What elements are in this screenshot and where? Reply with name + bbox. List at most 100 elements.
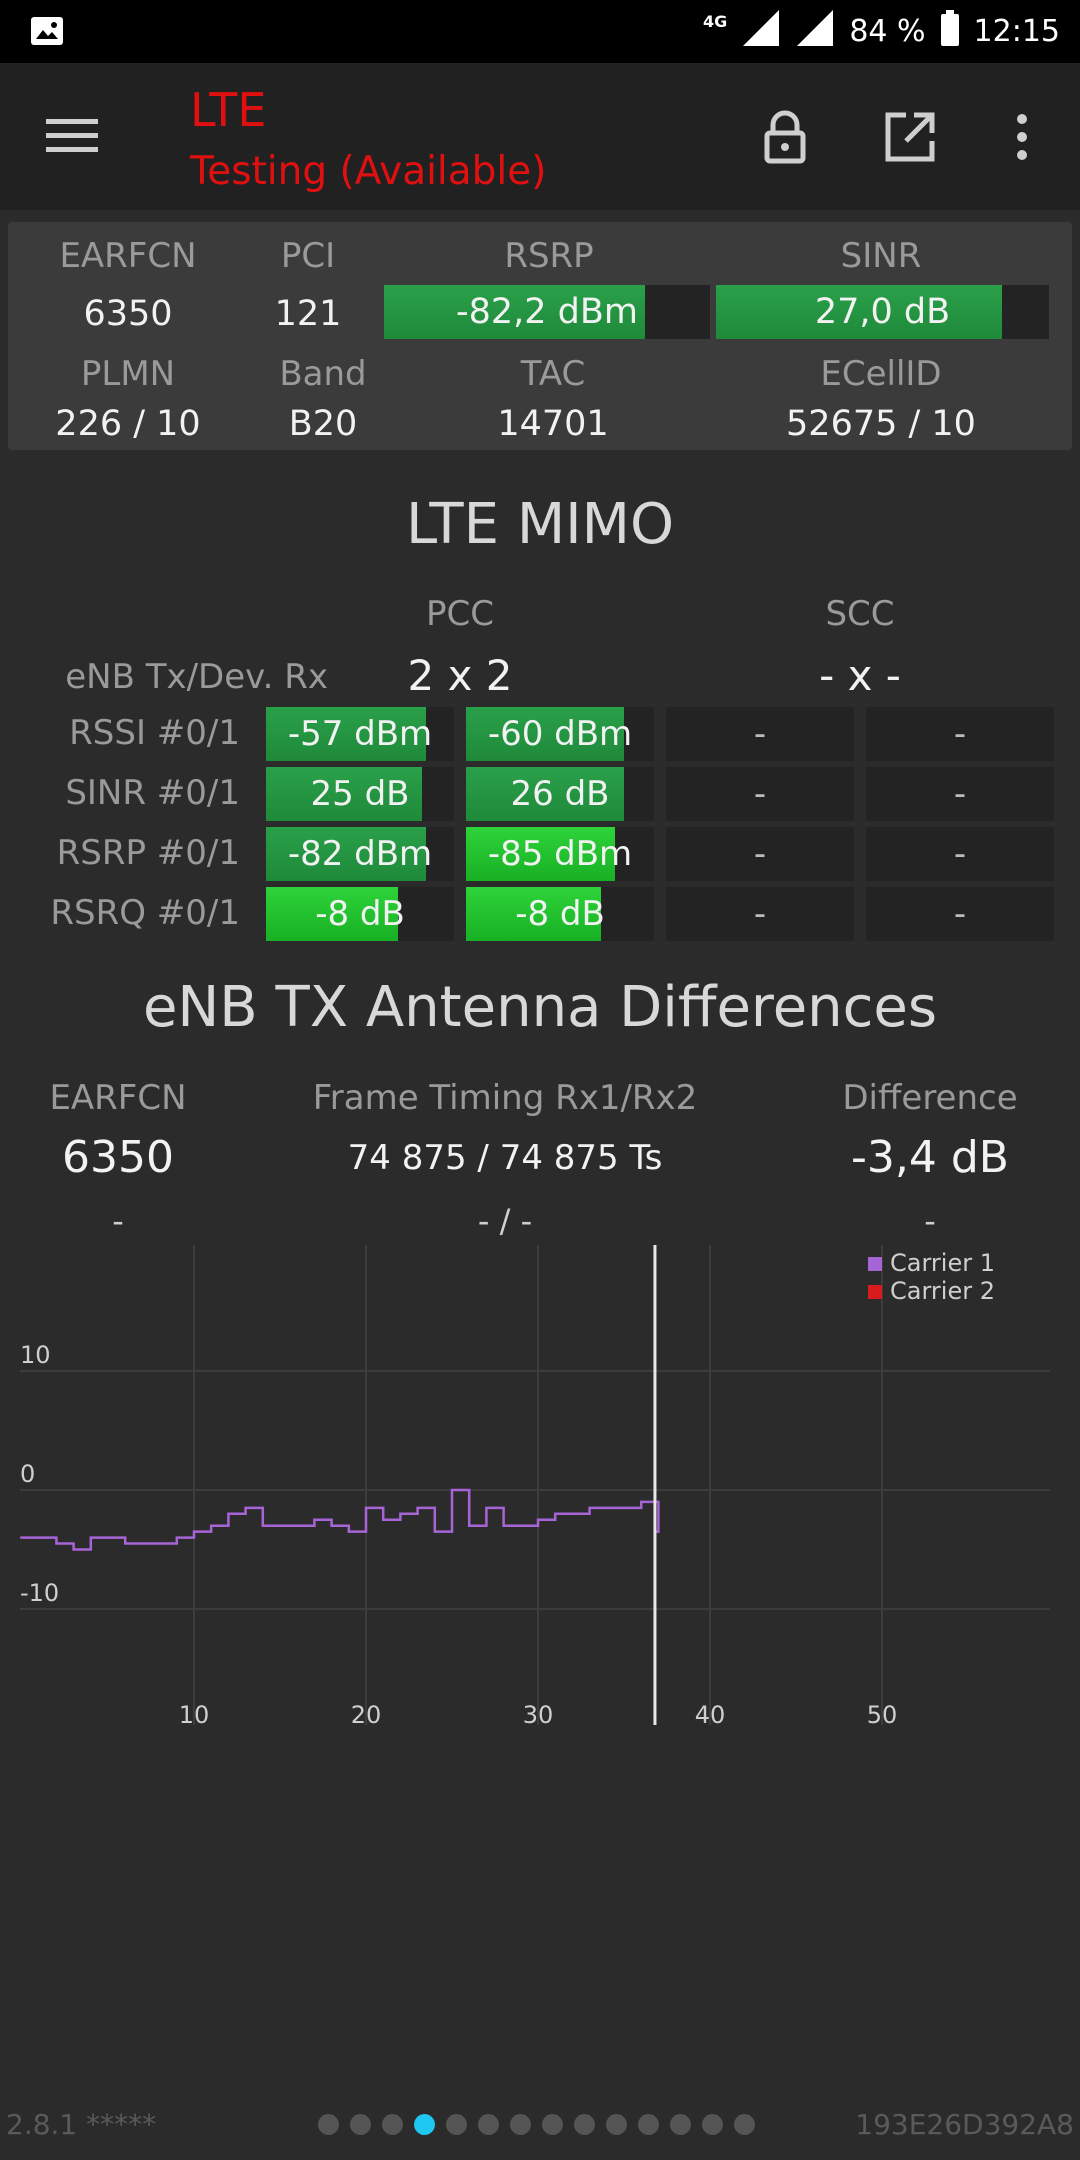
mimo-cell-value: -82 dBm	[287, 834, 433, 874]
mimo-row-label: SINR #0/1	[65, 773, 240, 813]
legend-swatch	[868, 1285, 882, 1299]
difference-value: -3,4 dB	[851, 1132, 1009, 1183]
signal-icon	[741, 8, 781, 56]
difference-label: Difference	[842, 1078, 1018, 1118]
mimo-cell-c3: -	[866, 827, 1054, 881]
ecellid-label: ECellID	[820, 354, 942, 394]
mimo-cell-value: -	[953, 834, 967, 874]
page-indicator[interactable]	[318, 2114, 755, 2135]
mimo-cell-value: -	[753, 774, 767, 814]
page-dot[interactable]	[414, 2114, 435, 2135]
tac-value: 14701	[497, 404, 609, 444]
mimo-cell-c1: -85 dBm	[466, 827, 654, 881]
mimo-cell-c1: -60 dBm	[466, 707, 654, 761]
plmn-label: PLMN	[80, 354, 176, 394]
page-dot[interactable]	[670, 2114, 691, 2135]
band-value: B20	[288, 404, 358, 444]
open-external-icon[interactable]	[880, 107, 940, 167]
earfcn-label: EARFCN	[59, 236, 197, 276]
mimo-cell-value: -8 dB	[315, 894, 405, 934]
series-line-1	[20, 1488, 660, 1551]
mimo-cell-fill	[266, 767, 423, 821]
mimo-cell-value: 25 dB	[310, 774, 410, 814]
ecellid-value: 52675 / 10	[786, 404, 976, 444]
mimo-cell-value: 26 dB	[510, 774, 610, 814]
mimo-cell-c0: 25 dB	[266, 767, 454, 821]
page-dot[interactable]	[702, 2114, 723, 2135]
page-dot[interactable]	[574, 2114, 595, 2135]
mimo-cell-c2: -	[666, 887, 854, 941]
y-tick-label: -10	[20, 1579, 59, 1607]
mimo-cell-c0: -8 dB	[266, 887, 454, 941]
mimo-cell-fill	[466, 767, 624, 821]
mimo-cell-c3: -	[866, 707, 1054, 761]
mimo-cell-value: -	[753, 834, 767, 874]
battery-percent: 84 %	[849, 14, 926, 49]
enb-txrx-label: eNB Tx/Dev. Rx	[65, 657, 328, 697]
mimo-cell-value: -85 dBm	[487, 834, 633, 874]
pci-label: PCI	[280, 236, 336, 276]
wifi-signal-icon	[795, 8, 835, 56]
mimo-cell-c2: -	[666, 767, 854, 821]
x-tick-label: 50	[867, 1701, 898, 1729]
page-dot[interactable]	[478, 2114, 499, 2135]
antenna-earfcn-value: 6350	[62, 1132, 174, 1183]
antenna-earfcn-value-2: -	[112, 1202, 124, 1240]
plmn-value: 226 / 10	[55, 404, 201, 444]
app-version: 2.8.1 *****	[6, 2108, 157, 2141]
lock-icon[interactable]	[755, 107, 815, 167]
frame-timing-value-2: - / -	[477, 1202, 533, 1240]
tac-label: TAC	[520, 354, 586, 394]
mimo-cell-c0: -57 dBm	[266, 707, 454, 761]
pcc-mimo-value: 2 x 2	[407, 651, 513, 700]
mimo-cell-c1: -8 dB	[466, 887, 654, 941]
more-vert-icon[interactable]	[1000, 107, 1040, 167]
page-dot[interactable]	[350, 2114, 371, 2135]
antenna-title: eNB TX Antenna Differences	[142, 975, 938, 1040]
mimo-cell-c3: -	[866, 767, 1054, 821]
device-id: 193E26D392A8	[855, 2108, 1074, 2141]
page-dot[interactable]	[606, 2114, 627, 2135]
antenna-earfcn-label: EARFCN	[49, 1078, 187, 1118]
battery-icon	[940, 9, 960, 54]
clock: 12:15	[973, 14, 1060, 49]
mimo-row-label: RSSI #0/1	[69, 713, 240, 753]
page-dot[interactable]	[510, 2114, 531, 2135]
mimo-cell-value: -60 dBm	[487, 714, 633, 754]
mimo-cell-c2: -	[666, 827, 854, 881]
mimo-cell-value: -57 dBm	[287, 714, 433, 754]
mimo-cell-fill	[266, 887, 398, 941]
mimo-cell-c2: -	[666, 707, 854, 761]
mimo-cell-fill	[266, 827, 426, 881]
mimo-row-label: RSRP #0/1	[56, 833, 240, 873]
legend-swatch	[868, 1257, 882, 1271]
page-dot[interactable]	[542, 2114, 563, 2135]
mimo-cell-value: -	[953, 774, 967, 814]
frame-timing-label: Frame Timing Rx1/Rx2	[312, 1078, 698, 1118]
page-dot[interactable]	[318, 2114, 339, 2135]
mimo-cell-value: -	[953, 894, 967, 934]
band-label: Band	[279, 354, 367, 394]
page-dot[interactable]	[638, 2114, 659, 2135]
app-subtitle: Testing (Available)	[190, 149, 547, 194]
page-dot[interactable]	[446, 2114, 467, 2135]
difference-value-2: -	[924, 1202, 936, 1240]
app-toolbar: LTE Testing (Available)	[0, 63, 1080, 210]
mimo-title: LTE MIMO	[405, 492, 675, 557]
mimo-cell-c1: 26 dB	[466, 767, 654, 821]
scc-mimo-value: - x -	[819, 651, 901, 700]
app-title: LTE	[190, 83, 267, 137]
mimo-cell-value: -	[753, 714, 767, 754]
sinr-bar-fill	[716, 285, 1003, 339]
sinr-bar: 27,0 dB	[716, 285, 1049, 339]
x-tick-label: 20	[351, 1701, 382, 1729]
legend-label: Carrier 2	[890, 1277, 995, 1305]
page-dot[interactable]	[382, 2114, 403, 2135]
cell-info-card: EARFCN PCI RSRP SINR 6350 121 -82,2 dBm …	[8, 222, 1072, 450]
rsrp-bar: -82,2 dBm	[384, 285, 710, 339]
rsrp-label: RSRP	[504, 236, 594, 276]
network-type: 4G	[703, 12, 728, 31]
menu-icon[interactable]	[46, 115, 98, 157]
page-dot[interactable]	[734, 2114, 755, 2135]
